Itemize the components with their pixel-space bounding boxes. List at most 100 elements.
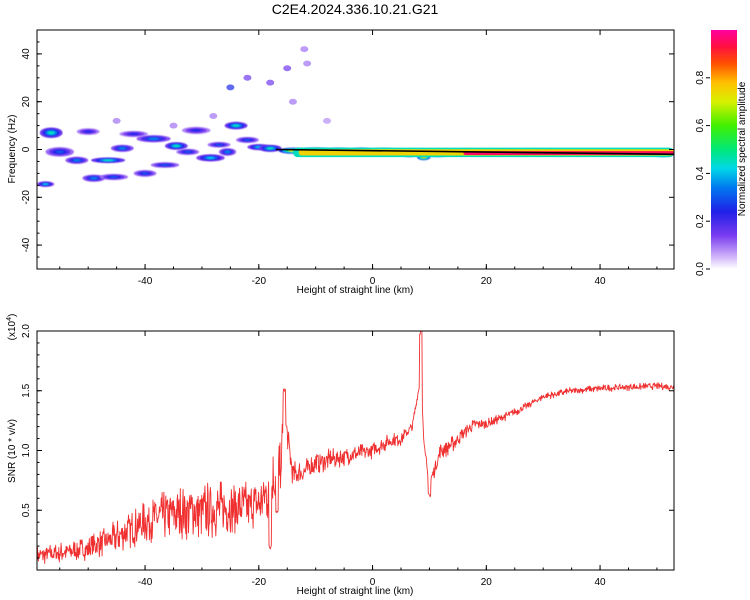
spectrogram-sparse-point: [283, 65, 292, 72]
spectrogram-blob-layer: [47, 131, 55, 135]
colorbar-tick-label: 0.4: [695, 166, 706, 180]
spectrogram-blob-layer: [172, 144, 180, 148]
spectrogram-blob-layer: [232, 124, 240, 127]
snr-panel: -40 -20 0 20 40 2.0 1.5 1.0 0.5 Height of strai…: [6, 314, 675, 597]
spectrogram-sparse-point: [300, 46, 309, 53]
snr-x-tick-label: 40: [595, 577, 607, 588]
spectrogram-blob-layer: [90, 177, 98, 180]
snr-x-tick-label: -20: [252, 577, 267, 588]
snr-x-tick-label: 20: [481, 577, 493, 588]
spectrogram-sparse-point: [266, 79, 275, 86]
spectrogram-blob-layer: [266, 147, 274, 150]
colorbar-tick-label: 0.8: [695, 70, 706, 84]
spectrogram-blob: [37, 181, 55, 188]
spectrogram-blob: [258, 144, 282, 152]
spectrogram-blob: [99, 173, 128, 181]
spectrogram-blob: [110, 144, 134, 152]
spectrogram-sparse-point: [323, 117, 332, 124]
snr-y-tick-label: 2.0: [21, 324, 32, 338]
spectrogram-blob: [164, 142, 188, 150]
trend-line: [275, 148, 674, 156]
colorbar-gradient: [711, 30, 737, 269]
spectrogram-x-tick-label: -20: [252, 276, 267, 287]
spectrogram-x-tick-label: 0: [370, 276, 376, 287]
spectrogram-y-tick-label: 20: [21, 96, 32, 108]
spectrogram-x-tick-label: -40: [138, 276, 153, 287]
spectrogram-blob: [176, 148, 200, 155]
snr-x-label: Height of straight line (km): [297, 586, 414, 597]
spectrogram-blob-layer: [160, 164, 170, 166]
spectrogram-blob: [65, 156, 89, 164]
snr-y-tick-label: 0.5: [21, 503, 32, 517]
spectrogram-blob-layer: [129, 133, 138, 135]
spectrogram-panel: -40 -20 0 20 40 40 20 0 -20 -40 Height of straig…: [7, 29, 675, 296]
colorbar-ticks: 0.0 0.2 0.4 0.6 0.8: [695, 70, 710, 276]
spectrogram-blob: [76, 128, 100, 135]
spectrogram-blob: [82, 174, 106, 182]
spectrogram-x-ticks: -40 -20 0 20 40: [59, 30, 658, 287]
spectrogram-y-tick-label: -40: [21, 237, 32, 252]
snr-exponent: (x104): [6, 314, 18, 341]
snr-exponent-base: (x10: [7, 320, 18, 340]
spectrogram-blob-layer: [84, 130, 92, 133]
spectrogram-blob-layer: [244, 139, 251, 141]
chart-title: C2E4.2024.336.10.21.G21: [272, 1, 439, 17]
snr-x-tick-label: 0: [370, 577, 376, 588]
spectrogram-x-label: Height of straight line (km): [297, 285, 414, 296]
snr-series-line: [37, 331, 674, 564]
spectrogram-blob: [45, 147, 74, 157]
spectrogram-blob: [207, 141, 231, 148]
snr-x-ticks: -40 -20 0 20 40: [59, 331, 658, 588]
spectrogram-blob-layer: [118, 147, 126, 150]
snr-y-tick-label: 1.0: [21, 443, 32, 457]
snr-exponent-power: 4: [6, 317, 13, 321]
spectrogram-sparse-point: [209, 113, 218, 120]
spectrogram-blob-layer: [224, 150, 231, 154]
snr-y-label: SNR (10 * v/v): [7, 419, 18, 483]
spectrogram-y-tick-label: -20: [21, 190, 32, 205]
spectrogram-blob: [91, 157, 126, 164]
spectrogram-sparse-point: [288, 98, 297, 105]
colorbar-label: Normalized spectral amplitude: [737, 81, 748, 216]
snr-lines: [37, 331, 674, 564]
colorbar-tick-label: 0.2: [695, 214, 706, 228]
spectrogram-blob: [39, 127, 63, 139]
snr-y-tick-label: 1.5: [21, 383, 32, 397]
spectrogram-blob: [182, 126, 211, 134]
colorbar-tick-label: 0.0: [695, 262, 706, 276]
spectrogram-blob-layer: [109, 176, 119, 178]
spectrogram-blob-layer: [215, 143, 223, 146]
spectrogram-blob: [196, 154, 225, 162]
spectrogram-y-tick-label: 0: [21, 146, 32, 152]
spectrogram-blob: [150, 162, 180, 168]
spectrogram-blob: [236, 136, 259, 144]
spectrogram-sparse-point: [112, 117, 121, 124]
spectrogram-blob-layer: [141, 172, 149, 175]
spectrogram-blob: [224, 121, 248, 130]
spectrogram-x-tick-label: 20: [481, 276, 493, 287]
spectrogram-blob-layer: [206, 156, 215, 159]
spectrogram-blob: [119, 130, 148, 138]
snr-exponent-close: ): [7, 314, 18, 317]
spectrogram-blob: [219, 148, 237, 156]
spectrogram-blob-layer: [102, 159, 114, 162]
snr-x-tick-label: -40: [138, 577, 153, 588]
colorbar-tick-label: 0.6: [695, 118, 706, 132]
spectrogram-blobs: [37, 46, 674, 188]
spectrogram-sparse-point: [226, 84, 235, 91]
spectrogram-sparse-point: [169, 122, 178, 129]
spectrogram-blob-layer: [148, 137, 159, 140]
spectrogram-y-ticks: 40 20 0 -20 -40: [21, 41, 674, 258]
spectrogram-y-label: Frequency (Hz): [7, 115, 18, 184]
spectrogram-blob-layer: [73, 159, 81, 162]
spectrogram-blob: [136, 135, 171, 143]
spectrogram-x-tick-label: 40: [595, 276, 607, 287]
spectrogram-blob-layer: [184, 150, 192, 153]
colorbar: 0.0 0.2 0.4 0.6 0.8 Normalized spectral ampl…: [695, 30, 748, 276]
spectrogram-blob: [133, 170, 157, 177]
spectrogram-blob-layer: [55, 150, 65, 154]
spectrogram-y-tick-label: 40: [21, 48, 32, 60]
spectrogram-blob-layer: [42, 183, 49, 186]
spectrogram-blob-layer: [191, 129, 201, 132]
